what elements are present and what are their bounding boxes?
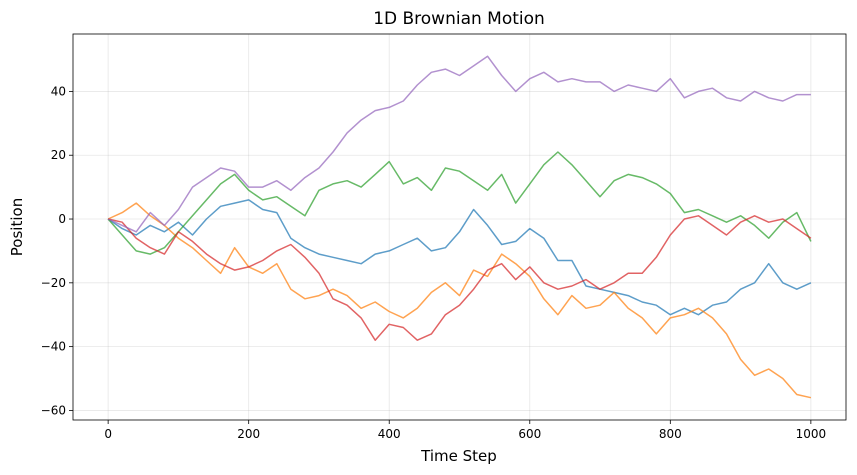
y-tick-label: −20 (41, 276, 66, 290)
y-tick-label: −60 (41, 403, 66, 417)
y-tick-label: 40 (51, 84, 66, 98)
x-tick-label: 200 (237, 427, 260, 441)
y-tick-label: −40 (41, 340, 66, 354)
x-tick-label: 400 (378, 427, 401, 441)
series-line-3 (107, 151, 812, 255)
y-tick-label: 0 (58, 212, 66, 226)
series-line-2 (107, 202, 812, 399)
x-tick-label: 800 (659, 427, 682, 441)
x-tick-label: 1000 (796, 427, 827, 441)
chart-title: 1D Brownian Motion (373, 9, 545, 29)
x-tick-label: 0 (104, 427, 112, 441)
y-axis-label: Position (8, 198, 26, 256)
x-tick-label: 600 (518, 427, 541, 441)
series-line-1 (107, 199, 812, 316)
plot-frame (72, 33, 847, 421)
series-layer (107, 55, 812, 399)
axis-ticks: 0 200 400 600 800 1000 −60 −40 −20 0 20 40 (41, 84, 826, 441)
y-tick-label: 20 (51, 148, 66, 162)
series-line-5 (107, 55, 811, 233)
x-axis-label: Time Step (420, 447, 497, 465)
series-line-4 (107, 215, 812, 341)
grid (73, 34, 846, 420)
